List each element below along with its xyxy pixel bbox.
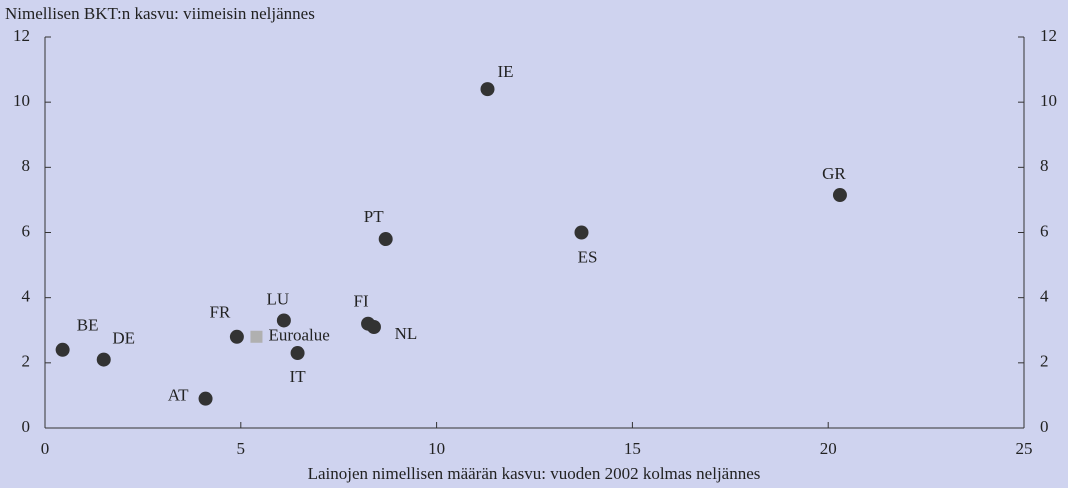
point [366,319,381,334]
point-label: BE [77,316,99,335]
y2-tick-label: 2 [1040,352,1049,371]
y2-tick-label: 6 [1040,221,1049,240]
x-tick-label: 15 [624,439,641,458]
y-tick-label: 0 [22,417,31,436]
y2-tick-label: 12 [1040,26,1057,45]
x-axis-label: Lainojen nimellisen määrän kasvu: vuoden… [308,464,761,483]
point [290,346,305,361]
y2-tick-label: 0 [1040,417,1049,436]
point-label: DE [112,328,135,347]
point-label: PT [364,207,384,226]
x-tick-label: 25 [1016,439,1033,458]
y-tick-label: 10 [13,91,30,110]
legend-label: Euroalue [268,326,329,345]
x-tick-label: 10 [428,439,445,458]
point [55,342,70,357]
y-tick-label: 4 [22,287,31,306]
point-label: FR [209,303,230,322]
y2-tick-label: 4 [1040,287,1049,306]
point-label: AT [168,386,189,405]
x-tick-label: 5 [237,439,246,458]
y-tick-label: 8 [22,156,31,175]
y-tick-label: 2 [22,352,31,371]
point [574,225,589,240]
point-label: IE [497,62,513,81]
point-label: IT [290,367,307,386]
y2-tick-label: 10 [1040,91,1057,110]
x-tick-label: 0 [41,439,50,458]
y-tick-label: 6 [22,221,31,240]
point-label: ES [578,247,598,266]
point [96,352,111,367]
x-tick-label: 20 [820,439,837,458]
y-tick-label: 12 [13,26,30,45]
point-label: NL [395,324,418,343]
point [378,232,393,247]
point [198,391,213,406]
point [276,313,291,328]
point-label: GR [822,164,846,183]
point [250,330,263,343]
point [832,188,847,203]
point-label: LU [267,289,290,308]
chart-title: Nimellisen BKT:n kasvu: viimeisin neljän… [5,4,315,23]
point [229,329,244,344]
point-label: FI [354,292,369,311]
y2-tick-label: 8 [1040,156,1049,175]
point [480,82,495,97]
